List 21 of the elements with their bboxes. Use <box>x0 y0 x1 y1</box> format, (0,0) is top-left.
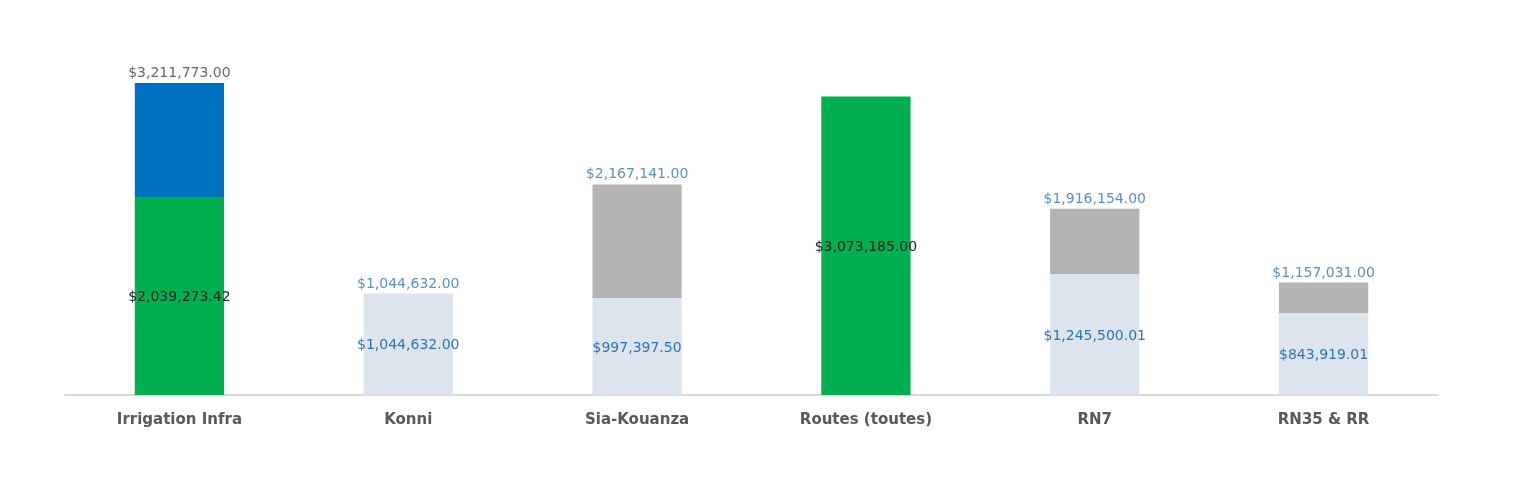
x-tick-label: Konni <box>384 409 433 428</box>
bar <box>1278 282 1369 314</box>
x-tick-label: Irrigation Infra <box>116 409 243 428</box>
bar <box>1278 313 1369 395</box>
data-label: $997,397.50 <box>592 338 682 355</box>
total-label: $2,167,141.00 <box>585 165 689 182</box>
data-label: $1,245,500.01 <box>1043 326 1146 343</box>
x-tick-label: RN7 <box>1077 409 1113 428</box>
x-tick-label: Routes (toutes) <box>799 409 932 428</box>
total-label: $3,211,773.00 <box>128 64 231 80</box>
bar <box>592 298 682 395</box>
x-tick-label: Sia-Kouanza <box>584 409 690 428</box>
total-label: $1,044,632.00 <box>357 274 460 291</box>
total-label: $1,157,031.00 <box>1272 263 1375 280</box>
data-label: $1,044,632.00 <box>357 336 460 353</box>
data-label: $843,919.01 <box>1279 346 1369 363</box>
bar <box>592 184 682 299</box>
bar <box>1050 208 1140 275</box>
x-tick-label: RN35 & RR <box>1277 409 1370 428</box>
bar <box>134 83 225 197</box>
total-label: $1,916,154.00 <box>1043 189 1146 206</box>
